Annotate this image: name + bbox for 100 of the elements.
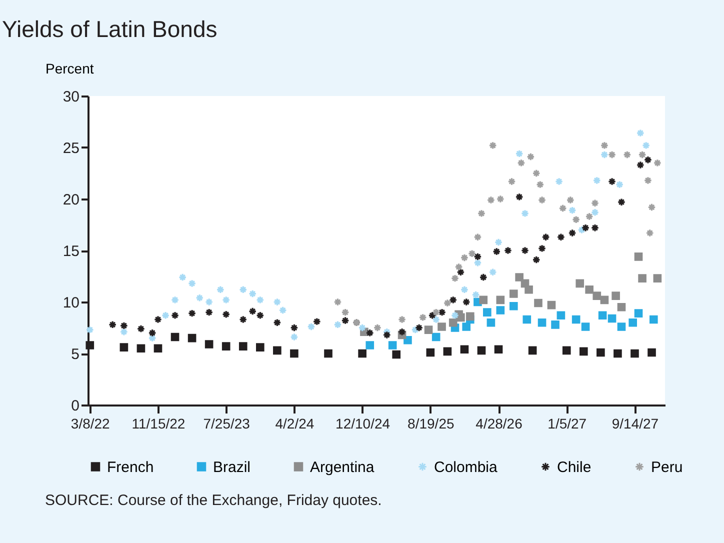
point — [494, 345, 503, 354]
point — [248, 290, 257, 298]
y-tick-label: 10 — [62, 294, 80, 312]
point — [623, 150, 632, 159]
point — [590, 198, 600, 208]
legend-label: Peru — [651, 458, 683, 476]
point — [568, 206, 576, 214]
point — [443, 347, 452, 356]
point — [508, 177, 516, 186]
point — [488, 141, 497, 150]
point — [324, 349, 332, 358]
point — [334, 320, 342, 329]
legend-label: French — [107, 458, 154, 476]
point — [488, 268, 497, 276]
point — [424, 326, 433, 334]
point — [556, 311, 566, 320]
point — [576, 279, 584, 288]
source-note: SOURCE: Course of the Exchange, Friday quotes. — [45, 492, 382, 509]
point — [388, 341, 397, 350]
point — [474, 252, 482, 261]
point — [568, 228, 576, 238]
point — [648, 348, 656, 357]
point — [188, 309, 196, 318]
point — [486, 318, 496, 327]
point — [551, 320, 560, 329]
point — [578, 226, 586, 234]
point — [600, 141, 609, 150]
point — [585, 212, 594, 221]
point — [598, 311, 607, 320]
point — [222, 296, 230, 304]
point — [590, 208, 600, 217]
point — [222, 342, 230, 350]
point — [608, 150, 616, 159]
y-tick-label: 15 — [62, 243, 80, 260]
point — [454, 262, 463, 272]
point — [581, 322, 590, 331]
point — [524, 285, 533, 294]
point — [630, 349, 639, 358]
point — [448, 296, 458, 304]
point — [556, 232, 566, 242]
x-tick-label: 4/28/26 — [476, 416, 523, 432]
point — [108, 320, 117, 329]
point — [248, 307, 257, 316]
point — [188, 334, 196, 342]
point — [479, 273, 488, 282]
point — [204, 308, 214, 316]
point — [542, 232, 550, 242]
point — [617, 322, 626, 331]
point — [290, 349, 298, 358]
point — [515, 192, 524, 202]
point — [572, 215, 580, 224]
point — [120, 322, 128, 330]
point — [238, 285, 248, 294]
point — [474, 258, 482, 268]
point — [188, 279, 196, 288]
point — [528, 346, 537, 355]
point — [398, 315, 406, 324]
point — [581, 224, 590, 232]
point — [456, 313, 465, 322]
point — [510, 302, 518, 310]
y-tick-label: 30 — [62, 88, 80, 106]
point — [526, 152, 535, 161]
point — [634, 252, 643, 261]
point — [312, 317, 322, 326]
point — [590, 224, 600, 232]
point — [136, 324, 146, 333]
point — [638, 274, 646, 282]
point — [558, 204, 567, 212]
point — [256, 311, 264, 320]
point — [154, 344, 162, 353]
point — [638, 150, 646, 159]
point — [472, 290, 480, 299]
point — [648, 203, 656, 212]
y-axis-title: Percent — [46, 60, 94, 76]
point — [460, 285, 469, 294]
point — [238, 315, 248, 324]
point — [341, 316, 350, 325]
point — [438, 308, 446, 316]
point — [580, 347, 588, 356]
point — [418, 313, 428, 322]
point — [222, 310, 230, 319]
point — [646, 228, 654, 238]
point — [534, 298, 542, 308]
point — [592, 176, 602, 185]
point — [474, 232, 482, 242]
point — [278, 306, 288, 314]
point — [532, 169, 541, 178]
y-tick-label: 25 — [62, 140, 80, 157]
point — [148, 328, 156, 338]
x-tick-label: 3/8/22 — [70, 416, 110, 432]
point — [238, 342, 248, 350]
point — [414, 324, 424, 332]
point — [462, 298, 471, 306]
point — [432, 308, 440, 316]
point — [608, 314, 616, 323]
point — [341, 308, 350, 316]
x-tick-label: 4/2/24 — [275, 416, 314, 432]
point — [515, 273, 524, 282]
point — [273, 346, 282, 355]
point — [547, 300, 556, 310]
